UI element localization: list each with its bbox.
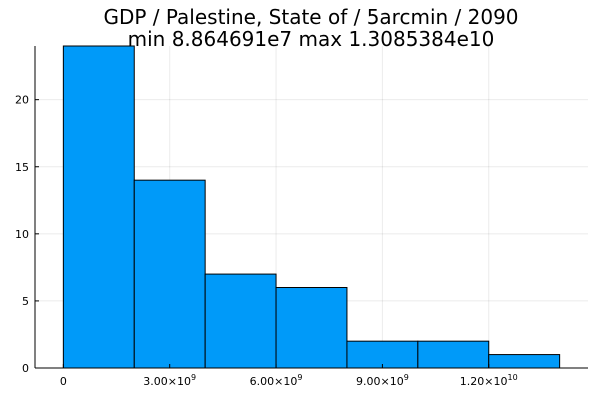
chart-title: GDP / Palestine, State of / 5arcmin / 20…: [103, 5, 518, 29]
y-tick-label: 20: [15, 94, 29, 107]
histogram-bar: [275, 287, 348, 369]
histogram-bar: [417, 340, 490, 369]
y-tick-label: 5: [22, 295, 29, 308]
x-tick-label: 0: [60, 375, 67, 388]
y-tick-label: 10: [15, 228, 29, 241]
y-tick-label: 0: [22, 362, 29, 375]
chart-subtitle: min 8.864691e7 max 1.3085384e10: [128, 27, 495, 51]
histogram-bar: [62, 45, 135, 369]
y-tick-label: 15: [15, 161, 29, 174]
x-tick-label: 6.00×109: [250, 373, 303, 388]
histogram-bar: [204, 273, 277, 369]
x-tick-label: 9.00×109: [356, 373, 409, 388]
tick-labels: 0 5 10 15 20 0 3.00×109 6.00×109 9.00×109 1.20×10…: [15, 94, 518, 388]
histogram-bar: [346, 340, 419, 369]
histogram-bar: [133, 179, 206, 369]
histogram-bars: [62, 45, 561, 369]
histogram-bar: [488, 354, 561, 369]
x-tick-label: 3.00×109: [143, 373, 196, 388]
x-tick-label: 1.20×1010: [460, 373, 518, 388]
